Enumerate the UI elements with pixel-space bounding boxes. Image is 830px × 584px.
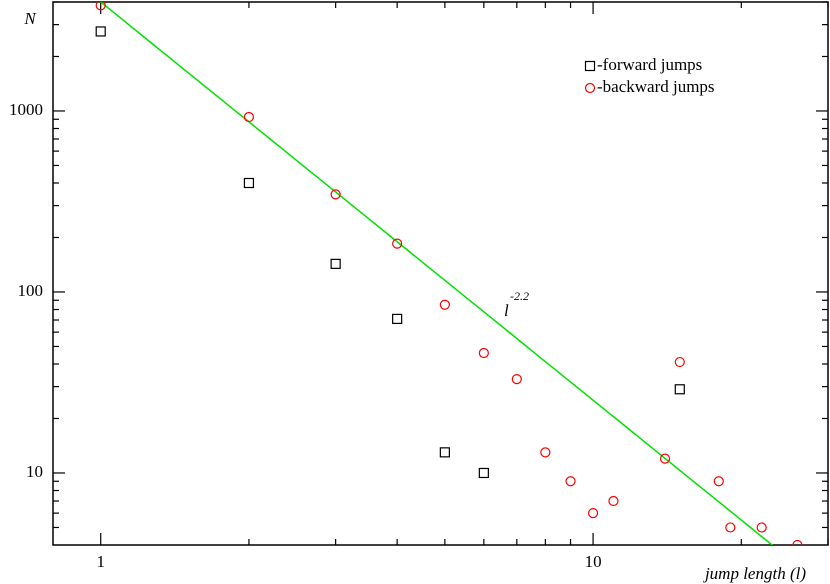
circle-marker <box>608 495 619 507</box>
y-tick-label: 10 <box>26 462 43 481</box>
x-axis-label: jump length (l) <box>703 564 806 583</box>
legend-marker <box>584 82 596 94</box>
circle-marker <box>439 299 450 310</box>
circle-marker <box>478 347 489 359</box>
circle-marker <box>330 189 341 200</box>
fit-label: l -2.2 <box>504 289 529 320</box>
circle-marker <box>713 476 724 487</box>
legend-marker <box>584 60 596 72</box>
square-marker <box>392 313 403 324</box>
circle-marker <box>587 508 599 519</box>
square-marker <box>439 447 450 458</box>
fit-exponent: -2.2 <box>510 289 529 303</box>
plot-frame <box>52 1 829 546</box>
circle-marker <box>792 539 803 545</box>
circle-marker <box>565 476 576 487</box>
y-tick-label: 1000 <box>9 100 43 119</box>
square-marker <box>95 26 106 37</box>
fit-line <box>99 2 774 545</box>
x-tick-label: 1 <box>96 552 105 571</box>
circle-marker <box>392 238 403 249</box>
x-tick-label: 10 <box>585 552 602 571</box>
circle-marker <box>95 2 106 11</box>
square-marker <box>330 258 341 269</box>
square-marker <box>674 384 685 395</box>
circle-marker <box>659 453 671 464</box>
circle-marker <box>725 522 736 533</box>
y-tick-label: 100 <box>18 281 44 300</box>
circle-marker <box>674 356 685 368</box>
y-axis-label: N <box>23 9 37 28</box>
circle-marker <box>243 111 255 123</box>
circle-marker <box>540 447 551 458</box>
square-marker <box>243 177 255 189</box>
legend-label: -forward jumps <box>597 55 702 74</box>
fit-base: l <box>504 301 509 320</box>
square-marker <box>478 467 489 479</box>
circle-marker <box>756 522 767 533</box>
legend-label: -backward jumps <box>597 77 715 96</box>
circle-marker <box>511 374 522 385</box>
